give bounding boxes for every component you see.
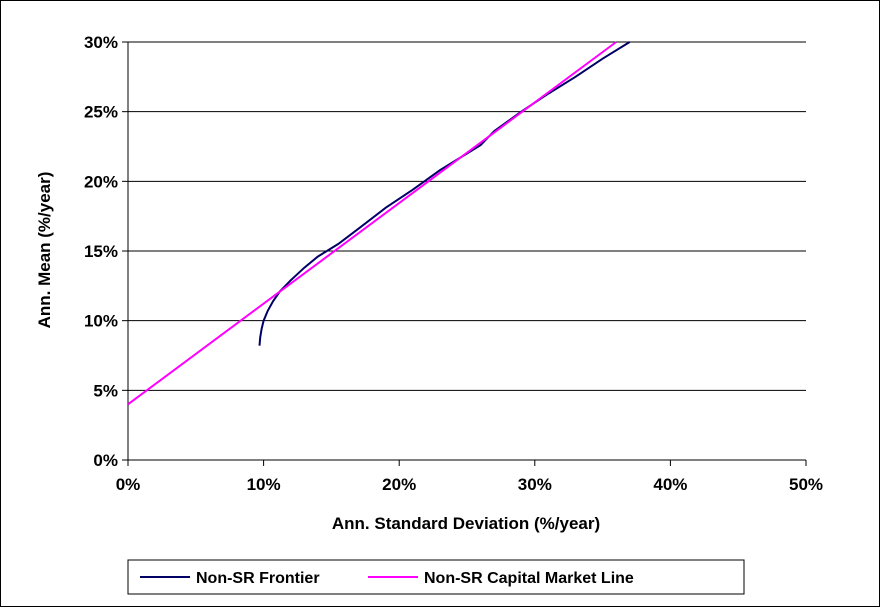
x-tick-label-4: 40% (653, 475, 687, 494)
series-frontier-line (258, 41, 631, 346)
gridlines (128, 41, 806, 391)
legend-box (127, 559, 745, 595)
x-tick-label-5: 50% (789, 475, 823, 494)
y-tick-label-4: 20% (84, 172, 118, 191)
y-tick-labels: 0% 5% 10% 15% 20% 25% 30% (84, 33, 118, 470)
y-tick-label-6: 30% (84, 33, 118, 52)
y-tick-label-2: 10% (84, 312, 118, 331)
legend: Non-SR Frontier Non-SR Capital Market Li… (127, 559, 745, 595)
x-tick-labels: 0% 10% 20% 30% 40% 50% (116, 475, 823, 494)
series-lines (128, 41, 631, 406)
y-tick-label-5: 25% (84, 103, 118, 122)
series-cml-line (128, 41, 617, 406)
axes (122, 41, 807, 466)
y-tick-label-3: 15% (84, 242, 118, 261)
y-tick-label-0: 0% (93, 451, 118, 470)
x-tick-label-1: 10% (247, 475, 281, 494)
x-tick-label-2: 20% (382, 475, 416, 494)
legend-label-cml: Non-SR Capital Market Line (424, 570, 634, 587)
x-axis-title: Ann. Standard Deviation (%/year) (332, 514, 600, 533)
legend-label-frontier: Non-SR Frontier (196, 570, 320, 587)
x-tick-label-0: 0% (116, 475, 141, 494)
y-tick-label-1: 5% (93, 381, 118, 400)
x-tick-label-3: 30% (518, 475, 552, 494)
y-axis-title: Ann. Mean (%/year) (35, 172, 54, 329)
